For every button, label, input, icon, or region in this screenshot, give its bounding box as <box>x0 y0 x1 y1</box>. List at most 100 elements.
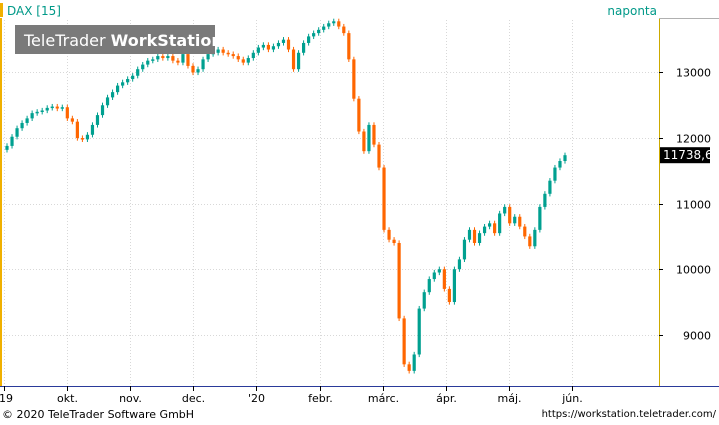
candle-body[interactable] <box>121 82 125 86</box>
candle-body[interactable] <box>342 26 346 34</box>
candle-body[interactable] <box>206 54 210 60</box>
candle-body[interactable] <box>146 60 150 65</box>
candle-body[interactable] <box>131 75 135 80</box>
candle-body[interactable] <box>317 29 321 34</box>
candle-body[interactable] <box>296 52 301 70</box>
candle-body[interactable] <box>50 106 54 109</box>
candle-body[interactable] <box>332 21 336 24</box>
candle-body[interactable] <box>266 44 271 50</box>
candle-body[interactable] <box>196 69 200 73</box>
candle-body[interactable] <box>186 54 190 66</box>
candle-body[interactable] <box>482 226 487 234</box>
candle-body[interactable] <box>467 229 472 240</box>
time-axis[interactable]: '19 okt. nov. dec. '20 febr. márc. ápr. máj. jún. <box>0 386 583 405</box>
price-chart[interactable]: 9000 10000 11000 12000 13000 '19 okt. nov. dec.… <box>0 0 719 405</box>
candle-body[interactable] <box>357 98 361 132</box>
candle-body[interactable] <box>402 318 406 365</box>
candle-body[interactable] <box>20 122 24 129</box>
candle-body[interactable] <box>276 42 281 47</box>
candle-body[interactable] <box>156 56 160 60</box>
candle-body[interactable] <box>241 59 245 63</box>
candle-body[interactable] <box>216 49 220 53</box>
candle-body[interactable] <box>327 23 331 27</box>
candle-body[interactable] <box>5 145 9 150</box>
candle-body[interactable] <box>553 167 557 181</box>
candle-body[interactable] <box>90 124 95 135</box>
candle-body[interactable] <box>261 44 265 48</box>
candle-body[interactable] <box>191 65 195 73</box>
candle-body[interactable] <box>352 59 356 99</box>
candle-body[interactable] <box>161 56 165 59</box>
candle-body[interactable] <box>307 36 311 43</box>
candle-body[interactable] <box>382 167 386 230</box>
candle-body[interactable] <box>437 269 441 273</box>
candle-body[interactable] <box>271 46 276 50</box>
candle-body[interactable] <box>533 229 537 247</box>
candle-body[interactable] <box>427 279 431 293</box>
candle-body[interactable] <box>65 107 69 119</box>
candle-body[interactable] <box>25 118 29 123</box>
candlestick-series[interactable] <box>5 18 567 374</box>
candle-body[interactable] <box>407 364 411 371</box>
candle-body[interactable] <box>462 239 467 260</box>
candle-body[interactable] <box>105 97 110 106</box>
candle-body[interactable] <box>181 54 185 63</box>
candle-body[interactable] <box>35 111 39 114</box>
symbol-label[interactable]: DAX [15] <box>7 4 61 18</box>
candle-body[interactable] <box>286 39 291 50</box>
candle-body[interactable] <box>417 308 421 355</box>
candle-body[interactable] <box>80 138 85 140</box>
candle-body[interactable] <box>412 354 416 371</box>
candle-body[interactable] <box>477 233 482 243</box>
candle-body[interactable] <box>422 292 426 309</box>
candle-body[interactable] <box>136 69 140 76</box>
candle-body[interactable] <box>312 33 316 37</box>
candle-body[interactable] <box>256 47 260 53</box>
period-label[interactable]: naponta <box>607 4 657 18</box>
candle-body[interactable] <box>528 236 532 247</box>
candle-body[interactable] <box>392 239 396 243</box>
candle-body[interactable] <box>523 226 527 237</box>
candle-body[interactable] <box>115 85 120 93</box>
candle-body[interactable] <box>538 206 542 230</box>
candle-body[interactable] <box>548 180 552 194</box>
footer-url[interactable]: https://workstation.teletrader.com/ <box>541 409 716 420</box>
candle-body[interactable] <box>201 59 205 70</box>
candle-body[interactable] <box>503 206 507 214</box>
candle-body[interactable] <box>472 229 477 243</box>
candle-body[interactable] <box>508 206 512 224</box>
candle-body[interactable] <box>166 56 170 59</box>
candle-body[interactable] <box>487 223 492 227</box>
candle-body[interactable] <box>493 223 497 234</box>
candle-body[interactable] <box>100 105 105 116</box>
candle-body[interactable] <box>367 124 371 152</box>
candle-body[interactable] <box>171 56 175 61</box>
candle-body[interactable] <box>281 39 286 43</box>
candle-body[interactable] <box>85 134 90 140</box>
candle-body[interactable] <box>457 259 462 270</box>
candle-body[interactable] <box>251 52 255 59</box>
candle-body[interactable] <box>141 64 145 70</box>
candle-body[interactable] <box>397 242 401 319</box>
candle-body[interactable] <box>55 106 59 109</box>
candle-body[interactable] <box>543 193 547 207</box>
candle-body[interactable] <box>362 131 366 152</box>
candle-body[interactable] <box>15 128 19 137</box>
candle-body[interactable] <box>176 60 180 63</box>
candle-body[interactable] <box>60 107 64 109</box>
candle-body[interactable] <box>337 21 341 27</box>
candle-body[interactable] <box>70 118 74 122</box>
candle-body[interactable] <box>246 58 250 63</box>
candle-body[interactable] <box>442 269 446 289</box>
candle-body[interactable] <box>10 136 14 146</box>
candle-body[interactable] <box>40 110 44 113</box>
candle-body[interactable] <box>563 155 567 162</box>
candle-body[interactable] <box>151 59 155 61</box>
candle-body[interactable] <box>452 269 457 303</box>
candle-body[interactable] <box>75 121 79 139</box>
candle-body[interactable] <box>226 52 230 55</box>
candle-body[interactable] <box>498 213 502 234</box>
candle-body[interactable] <box>447 288 451 303</box>
candle-body[interactable] <box>513 216 517 224</box>
candle-body[interactable] <box>95 115 100 125</box>
